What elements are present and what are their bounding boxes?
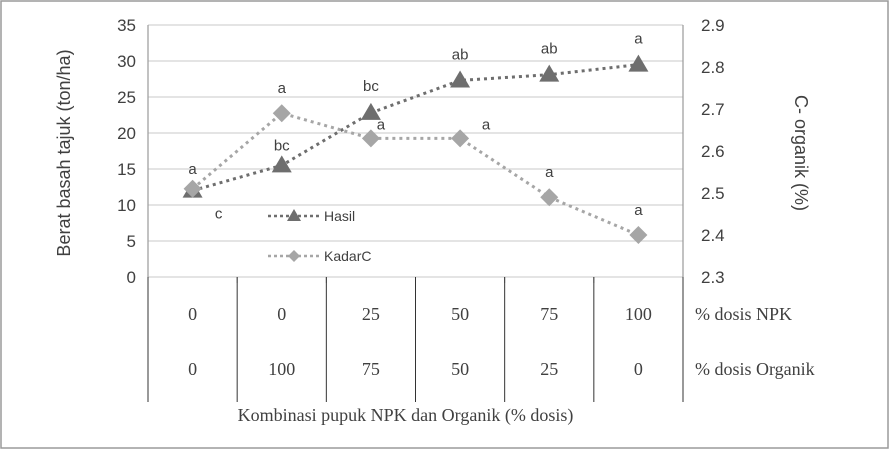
significance-letter: a (482, 116, 491, 133)
kadarc-point (272, 104, 291, 123)
significance-letter: a (377, 116, 386, 133)
table-cell: 100 (625, 304, 652, 324)
table-cell: 25 (362, 304, 380, 324)
table-cell: 100 (268, 359, 295, 379)
table-cell: 50 (451, 359, 469, 379)
y-left-tick-label: 5 (127, 232, 136, 251)
category-table: 0 0 25 50 75 100 % dosis NPK 0 100 75 50 25 0 % dosis… (147, 277, 815, 402)
y-left-tick-label: 30 (117, 52, 136, 71)
significance-letter: a (278, 80, 287, 97)
y-right-tick-label: 2.8 (701, 58, 725, 77)
significance-letter: ab (452, 46, 469, 63)
y-right-tick-label: 2.7 (701, 100, 725, 119)
y-axis-left: 0 5 10 15 20 25 30 35 (117, 16, 136, 287)
legend-triangle-icon (287, 209, 301, 221)
y-right-tick-label: 2.3 (701, 268, 725, 287)
kadarc-point (183, 179, 202, 198)
y-left-tick-label: 25 (117, 88, 136, 107)
significance-letter: a (634, 202, 643, 219)
significance-letter: bc (274, 137, 290, 154)
hasil-point (539, 64, 560, 82)
significance-letter: a (188, 161, 197, 178)
table-cell: 0 (188, 359, 197, 379)
x-axis-title: Kombinasi pupuk NPK dan Organik (% dosis… (238, 405, 574, 426)
significance-letter: ab (541, 41, 558, 58)
y-right-tick-label: 2.5 (701, 184, 725, 203)
y-left-tick-label: 35 (117, 16, 136, 35)
kadarc-point (451, 129, 470, 148)
table-cell: 75 (362, 359, 380, 379)
y-right-tick-label: 2.6 (701, 142, 725, 161)
hasil-point (271, 155, 292, 173)
y-axis-right: 2.3 2.4 2.5 2.6 2.7 2.8 2.9 (701, 16, 725, 287)
legend-label: Hasil (324, 208, 355, 224)
table-row-label: % dosis NPK (695, 304, 792, 324)
legend-label: KadarC (324, 248, 371, 264)
table-cell: 75 (540, 304, 558, 324)
table-cell: 0 (634, 359, 643, 379)
y-left-tick-label: 20 (117, 124, 136, 143)
significance-letter: c (215, 206, 223, 223)
kadarc-point (540, 188, 559, 207)
significance-letter: a (634, 31, 643, 48)
y-axis-left-title: Berat basah tajuk (ton/ha) (54, 49, 74, 256)
y-left-tick-label: 10 (117, 196, 136, 215)
y-right-tick-label: 2.4 (701, 226, 725, 245)
y-right-tick-label: 2.9 (701, 16, 725, 35)
series-line-kadarc (191, 111, 640, 237)
kadarc-point (361, 129, 380, 148)
hasil-point (628, 54, 649, 72)
y-left-tick-label: 0 (127, 268, 136, 287)
table-row-label: % dosis Organik (695, 359, 815, 379)
significance-letter: bc (363, 78, 379, 95)
table-cell: 50 (451, 304, 469, 324)
legend: Hasil KadarC (268, 208, 371, 264)
hasil-point (360, 102, 381, 120)
legend-diamond-icon (288, 250, 300, 262)
kadarc-point (629, 226, 648, 244)
plot-series: c bc bc ab ab a a a a a a a (182, 31, 649, 244)
significance-letter: a (545, 164, 554, 181)
table-cell: 0 (277, 304, 286, 324)
hasil-point (450, 70, 471, 88)
y-left-tick-label: 15 (117, 160, 136, 179)
table-cell: 25 (540, 359, 558, 379)
table-cell: 0 (188, 304, 197, 324)
y-axis-right-title: C- organik (%) (791, 95, 811, 211)
series-line-hasil (192, 63, 639, 193)
